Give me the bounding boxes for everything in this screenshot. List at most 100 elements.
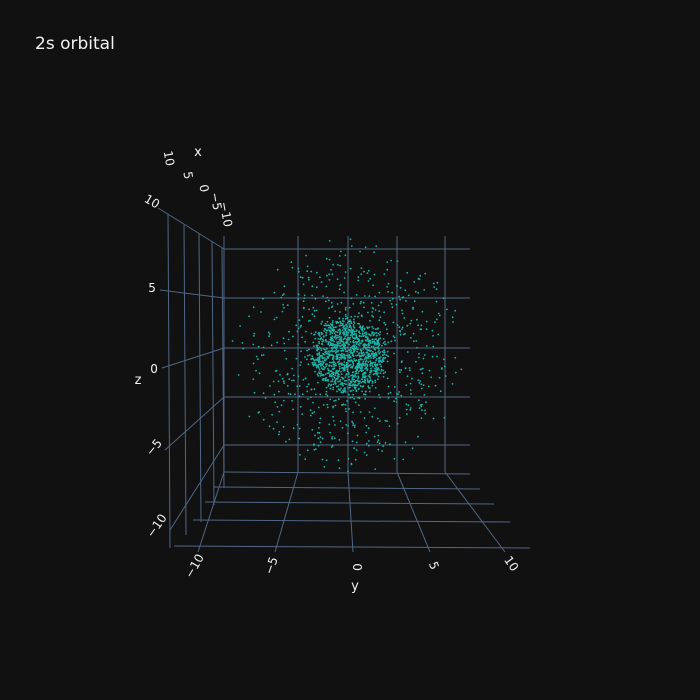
data-point — [329, 323, 332, 325]
data-point — [358, 404, 360, 406]
data-point — [360, 355, 363, 357]
data-point — [359, 363, 361, 366]
data-point — [408, 367, 411, 369]
data-point — [339, 379, 342, 381]
data-point — [360, 300, 362, 303]
data-point — [377, 367, 380, 369]
data-point — [357, 380, 360, 382]
data-point — [345, 373, 348, 375]
data-point — [418, 399, 420, 402]
data-point — [360, 335, 363, 338]
data-point — [317, 357, 319, 360]
data-point — [364, 393, 367, 396]
data-point — [375, 353, 378, 356]
data-point — [376, 342, 379, 345]
data-point — [338, 255, 341, 257]
data-point — [289, 393, 292, 396]
data-point — [438, 376, 441, 379]
data-point — [291, 266, 294, 269]
data-point — [392, 335, 395, 337]
data-point — [330, 361, 333, 364]
data-point — [341, 347, 344, 350]
data-point — [374, 343, 376, 346]
data-point — [425, 328, 428, 330]
data-point — [346, 342, 349, 344]
data-point — [348, 306, 351, 309]
data-point — [412, 332, 415, 335]
data-point — [328, 279, 331, 281]
data-point — [342, 331, 345, 333]
data-point — [339, 329, 341, 332]
data-point — [357, 279, 360, 282]
data-point — [335, 354, 338, 356]
data-point — [407, 404, 410, 407]
data-point — [328, 383, 330, 386]
data-point — [310, 358, 312, 361]
data-point — [339, 328, 341, 331]
data-point — [278, 430, 281, 433]
data-point — [409, 382, 412, 385]
data-point — [346, 346, 349, 349]
data-point — [318, 340, 320, 343]
data-point — [387, 355, 389, 358]
data-point — [255, 369, 257, 372]
data-point — [353, 318, 355, 321]
data-point — [359, 332, 361, 335]
data-point — [347, 458, 350, 460]
data-point — [325, 329, 328, 332]
data-point — [291, 400, 293, 402]
data-point — [343, 277, 346, 279]
data-point — [401, 309, 403, 312]
data-point — [356, 368, 358, 370]
data-point — [378, 369, 380, 371]
data-point — [326, 296, 329, 299]
data-point — [298, 385, 301, 387]
data-point — [358, 387, 360, 390]
data-point — [355, 390, 358, 393]
data-point — [304, 340, 306, 343]
data-point — [310, 332, 313, 335]
data-point — [318, 359, 321, 361]
data-point — [349, 347, 352, 349]
data-point — [353, 358, 355, 360]
data-point — [252, 343, 255, 346]
data-point — [345, 324, 347, 327]
data-point — [372, 365, 374, 368]
data-point — [384, 419, 387, 422]
data-point — [336, 344, 339, 347]
data-point — [344, 254, 347, 257]
data-point — [351, 374, 354, 377]
data-point — [319, 335, 321, 337]
data-point — [377, 434, 380, 437]
data-point — [425, 345, 428, 347]
data-point — [317, 348, 320, 351]
data-point — [382, 360, 385, 363]
data-point — [419, 274, 422, 277]
data-point — [344, 306, 347, 309]
data-point — [364, 375, 367, 378]
data-point — [374, 367, 376, 370]
data-point — [367, 269, 370, 272]
data-point — [295, 357, 298, 360]
data-point — [341, 363, 344, 366]
data-point — [371, 311, 374, 313]
data-point — [378, 352, 381, 355]
data-point — [351, 360, 354, 363]
data-point — [365, 360, 368, 362]
data-point — [340, 391, 343, 394]
data-point — [313, 361, 315, 364]
data-point — [344, 308, 347, 311]
data-point — [366, 272, 369, 274]
data-point — [344, 337, 346, 340]
data-point — [308, 354, 311, 356]
data-point — [335, 347, 337, 350]
data-point — [333, 375, 335, 378]
data-point — [326, 352, 329, 355]
data-point — [353, 447, 355, 450]
data-point — [317, 437, 320, 440]
data-point — [362, 385, 365, 387]
data-point — [398, 369, 401, 371]
data-point — [286, 385, 289, 387]
